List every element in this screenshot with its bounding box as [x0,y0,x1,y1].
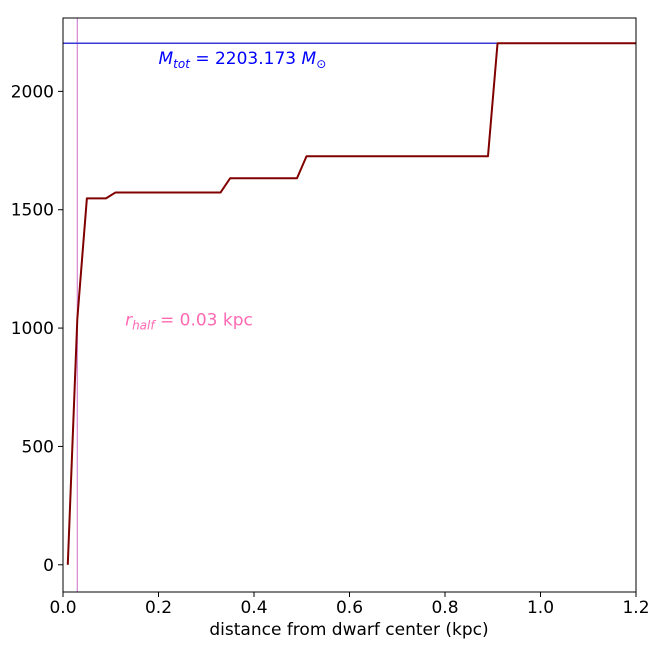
y-tick-label: 1500 [11,201,54,221]
x-tick-label: 0.4 [240,598,267,618]
annotation-0: Mtot = 2203.173 M⊙ [159,49,327,71]
y-tick-label: 1000 [11,319,54,339]
y-axis-ticks: 0 500 1000 1500 2000 [11,82,63,576]
annotations: Mtot = 2203.173 M⊙ rhalf = 0.03 kpc [125,49,326,333]
x-tick-label: 0.2 [145,598,172,618]
plot-frame [62,17,637,593]
x-axis-label: distance from dwarf center (kpc) [209,620,488,640]
x-tick-label: 0.6 [336,598,363,618]
x-tick-label: 0.8 [431,598,458,618]
y-tick-label: 500 [22,437,54,457]
series-line-0 [66,42,636,565]
y-tick-label: 2000 [11,82,54,102]
plot-area [62,17,637,593]
x-axis-ticks: 0.0 0.2 0.4 0.6 0.8 1.0 1.2 [49,592,648,618]
x-tick-label: 0.0 [49,598,76,618]
annotation-1: rhalf = 0.03 kpc [125,311,253,333]
x-tick-label: 1.0 [527,598,554,618]
x-tick-label: 1.2 [622,598,648,618]
y-tick-label: 0 [43,556,54,576]
